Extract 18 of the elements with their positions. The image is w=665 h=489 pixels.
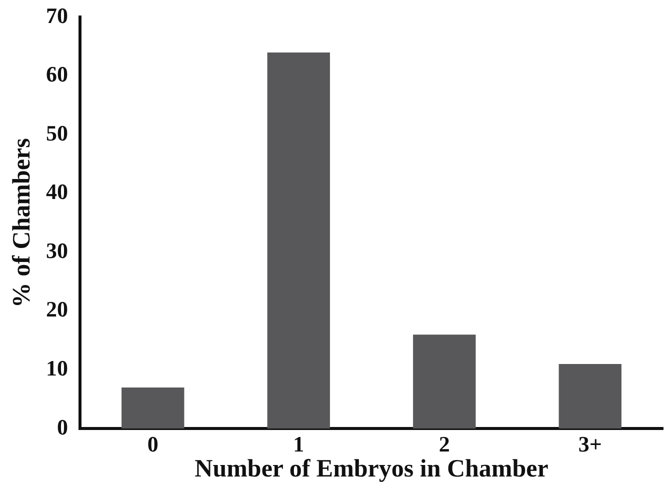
y-tick-label: 60 bbox=[46, 62, 68, 87]
x-axis-title: Number of Embryos in Chamber bbox=[194, 455, 548, 482]
y-tick-label: 30 bbox=[46, 238, 68, 263]
y-tick-label: 70 bbox=[46, 2, 68, 28]
y-tick-label: 0 bbox=[57, 414, 68, 440]
y-tick-label: 20 bbox=[46, 296, 68, 322]
bar bbox=[413, 334, 476, 429]
y-tick-label: 50 bbox=[46, 120, 68, 146]
y-axis-title: % of Chambers bbox=[8, 138, 36, 308]
x-tick-label: 3+ bbox=[578, 431, 602, 456]
bar bbox=[558, 364, 622, 429]
bar bbox=[122, 387, 184, 429]
x-tick-label: 0 bbox=[147, 431, 158, 456]
x-tick-label: 2 bbox=[438, 431, 450, 456]
x-tick-label: 1 bbox=[293, 431, 304, 456]
bar bbox=[267, 52, 330, 429]
y-tick-label: 10 bbox=[46, 356, 68, 381]
y-tick-label: 40 bbox=[46, 179, 68, 204]
